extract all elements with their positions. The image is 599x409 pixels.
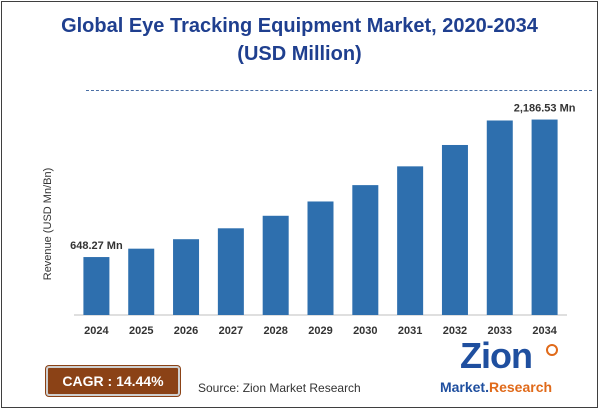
x-tick-label-2032: 2032	[443, 325, 467, 337]
x-tick-label-2028: 2028	[263, 325, 287, 337]
bar-2027	[217, 228, 244, 315]
chart-title-main: Global Eye Tracking Equipment Market, 20…	[61, 15, 538, 37]
bar-2033	[486, 120, 513, 315]
logo-sub-research: Research	[488, 379, 553, 395]
data-label-first: 648.27 Mn	[70, 240, 123, 252]
x-tick-label-2025: 2025	[129, 325, 153, 337]
cagr-badge: CAGR : 14.44%	[46, 366, 180, 396]
chart-subtitle: (USD Million)	[237, 43, 362, 65]
bar-2029	[307, 201, 334, 315]
bar-2025	[128, 248, 155, 315]
x-tick-label-2026: 2026	[174, 325, 198, 337]
zion-logo: Zion Market.Research	[434, 335, 558, 400]
bar-2030	[352, 185, 379, 315]
bar-2031	[397, 166, 424, 315]
logo-ring-icon	[546, 344, 558, 356]
bar-2034	[531, 119, 558, 315]
bar-2028	[262, 215, 289, 315]
logo-zion-text: Zion	[460, 335, 533, 376]
x-tick-label-2031: 2031	[398, 325, 422, 337]
x-tick-label-2024: 2024	[84, 325, 109, 337]
x-tick-label-2034: 2034	[532, 325, 557, 337]
title-divider	[86, 90, 592, 91]
x-tick-label-2029: 2029	[308, 325, 332, 337]
bar-2032	[441, 144, 468, 315]
x-tick-label-2030: 2030	[353, 325, 377, 337]
data-label-last: 2,186.53 Mn	[514, 103, 576, 115]
x-tick-label-2033: 2033	[488, 325, 512, 337]
logo-sub-market: Market.	[439, 379, 489, 395]
bar-2026	[173, 239, 200, 315]
source-text: Source: Zion Market Research	[198, 381, 361, 395]
chart-title: Global Eye Tracking Equipment Market, 20…	[2, 12, 597, 68]
x-tick-label-2027: 2027	[219, 325, 243, 337]
logo-subtitle: Market.Research	[434, 378, 558, 396]
bar-2024	[83, 257, 110, 315]
